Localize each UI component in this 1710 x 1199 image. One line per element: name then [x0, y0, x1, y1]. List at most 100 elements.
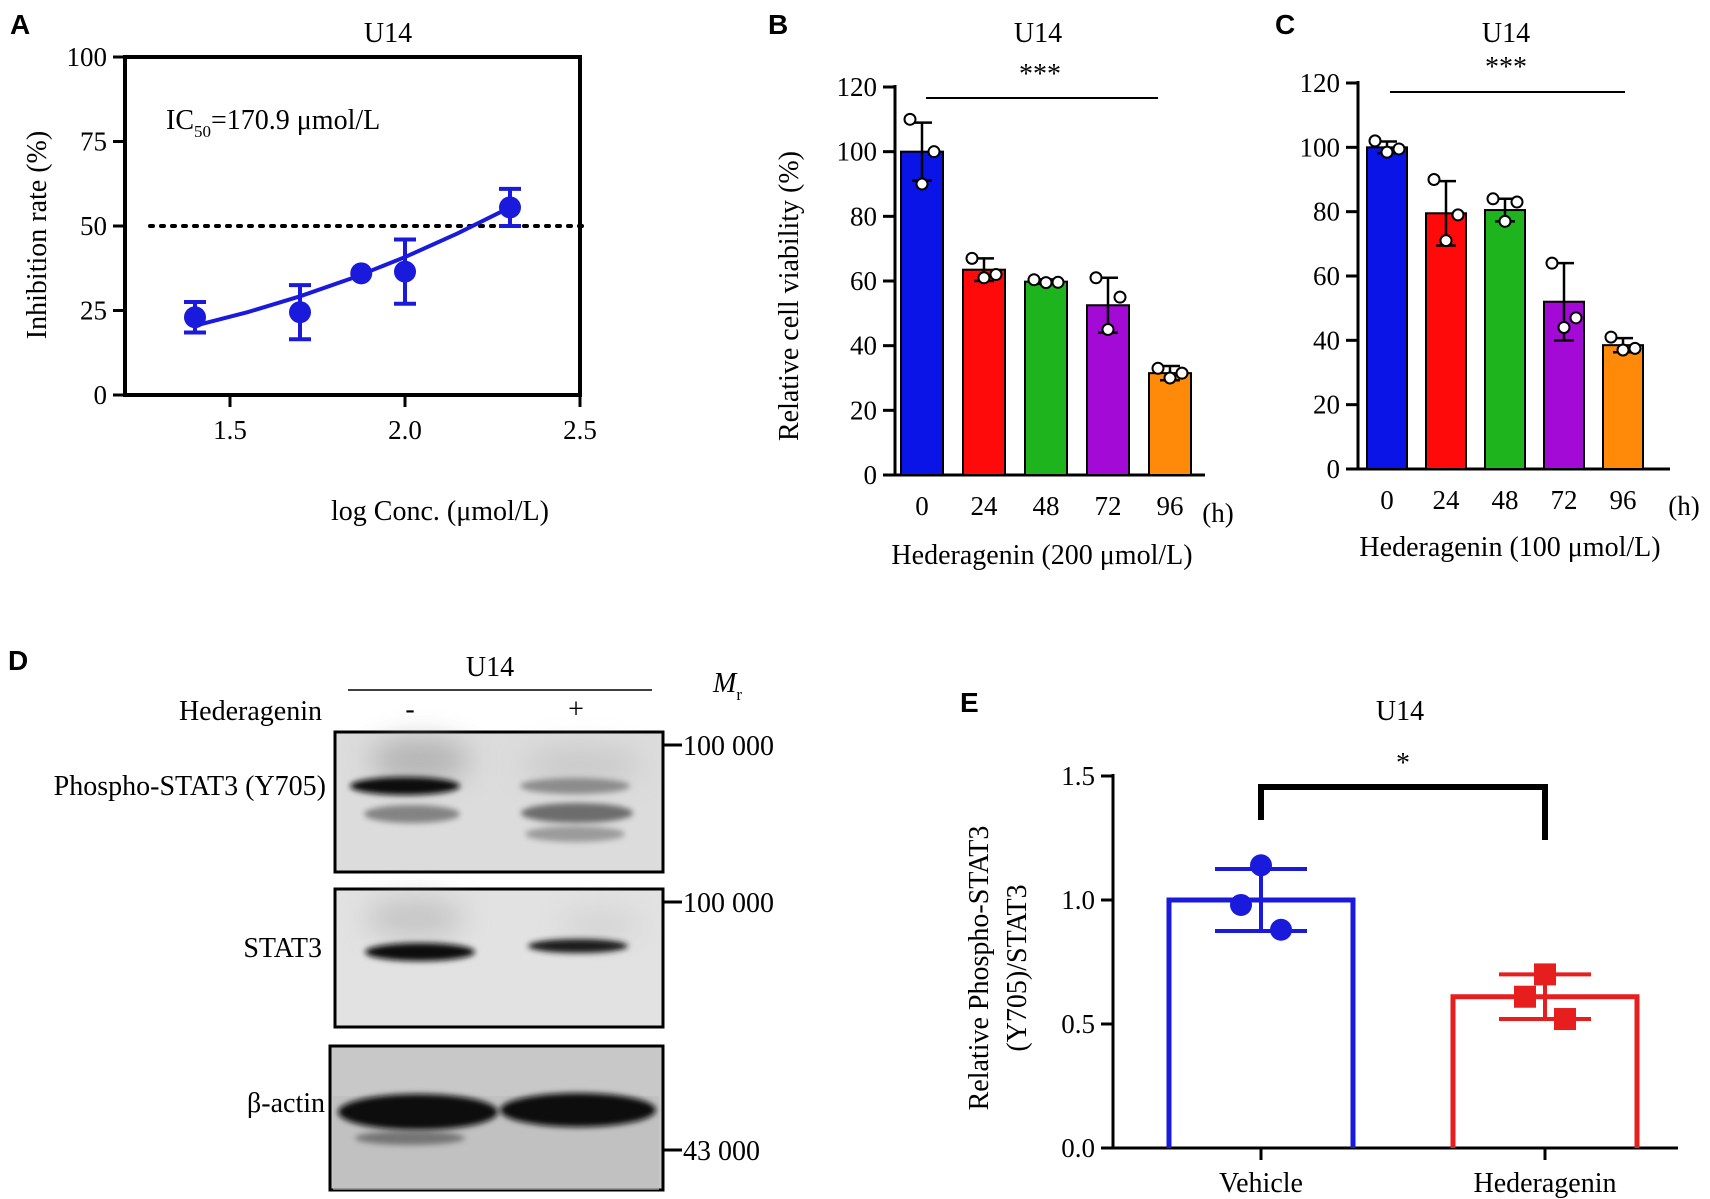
blot-treatment-plus: + — [568, 694, 584, 725]
panel-e-significance-bracket — [1258, 784, 1548, 840]
panel-b-ylabel: Relative cell viability (%) — [774, 151, 805, 441]
panel-b-replicate-point — [915, 177, 929, 191]
panel-c-ytick-label: 100 — [1300, 132, 1341, 162]
panel-b-title: U14 — [1014, 18, 1062, 49]
panel-e-replicate-point — [1230, 893, 1252, 916]
blot-row-label-phospho-stat3: Phospho-STAT3 (Y705) — [54, 771, 326, 802]
panel-b-ytick-label: 100 — [837, 137, 878, 167]
panel-c-bar — [1602, 344, 1644, 470]
panel-b-xtick-label: 96 — [1157, 491, 1184, 521]
panel-c-significance: *** — [1485, 52, 1527, 83]
panel-a-data-point — [289, 301, 311, 324]
panel-c-bar — [1366, 146, 1408, 470]
panel-letter-c: C — [1275, 9, 1295, 40]
panel-b-bar — [962, 268, 1006, 476]
panel-e-ytick-label: 0.5 — [1061, 1009, 1095, 1039]
panel-c-ytick-label: 20 — [1313, 390, 1340, 420]
panel-c-replicate-point — [1628, 341, 1642, 355]
panel-b-replicate-point — [1027, 273, 1041, 287]
panel-c-replicate-point — [1569, 311, 1583, 325]
panel-a-data-point — [184, 306, 206, 329]
panel-e-title: U14 — [1376, 696, 1424, 727]
panel-b-ytick-label: 0 — [864, 460, 878, 490]
panel-a-xtick-label: 2.0 — [388, 415, 422, 445]
panel-e-ytick-label: 1.0 — [1061, 885, 1095, 915]
panel-c-xtick-label: 72 — [1551, 485, 1578, 515]
panel-b-chart: U14 Relative cell viability (%) Hederage… — [774, 18, 1234, 571]
panel-b-xtick-label: 72 — [1095, 491, 1122, 521]
panel-c-replicate-point — [1427, 173, 1441, 186]
panel-c-unit: (h) — [1668, 491, 1699, 521]
panel-b-ytick-label: 80 — [850, 201, 877, 231]
panel-b-xtick-label: 48 — [1033, 491, 1060, 521]
panel-b-replicate-point — [989, 268, 1003, 282]
panel-e-ytick-label: 0.0 — [1061, 1133, 1095, 1163]
panel-b-ytick-label: 20 — [850, 395, 877, 425]
panel-b-replicate-point — [1039, 276, 1053, 290]
panel-b-replicate-point — [903, 112, 917, 126]
panel-e-replicate-point — [1514, 985, 1536, 1008]
panel-b-replicate-point — [1113, 290, 1127, 304]
panel-c-xtick-label: 96 — [1610, 485, 1637, 515]
panel-c-replicate-point — [1616, 343, 1630, 357]
blot-membrane-beta-actin — [328, 1044, 665, 1192]
panel-a-ytick-label: 100 — [67, 42, 108, 72]
panel-c-ytick-label: 40 — [1313, 325, 1340, 355]
panel-e-replicate-point — [1270, 918, 1292, 941]
panel-b-replicate-point — [1101, 323, 1115, 336]
blot-marker-1: 100 000 — [683, 731, 774, 762]
panel-c-replicate-point — [1451, 208, 1465, 222]
panel-c-xtick-label: 0 — [1380, 485, 1394, 515]
panel-a-annotation: IC50=170.9 μmol/L — [166, 105, 380, 141]
panel-c-replicate-point — [1498, 214, 1512, 228]
panel-e-xtick-label: Hederagenin — [1473, 1168, 1616, 1199]
panel-a-ytick-label: 25 — [80, 296, 107, 326]
panel-letter-d: D — [8, 645, 28, 676]
panel-b-replicate-point — [977, 271, 991, 285]
panel-e-replicate-point — [1534, 963, 1556, 986]
panel-c-replicate-point — [1392, 142, 1406, 156]
panel-e-bar — [1166, 897, 1356, 1148]
panel-e-replicate-point — [1554, 1008, 1576, 1031]
panel-c-replicate-point — [1604, 330, 1618, 344]
panel-c-replicate-point — [1486, 192, 1500, 206]
panel-b-replicate-point — [927, 145, 941, 159]
blot-treatment-minus: - — [405, 694, 414, 725]
panel-b-xlabel: Hederagenin (200 μmol/L) — [891, 540, 1192, 571]
panel-b-replicate-point — [1151, 361, 1165, 375]
panel-b-xtick-label: 0 — [915, 491, 929, 521]
panel-letter-a: A — [10, 9, 30, 40]
panel-a-ytick-label: 75 — [80, 127, 107, 157]
panel-d-western-blot: U14 Mr Hederagenin - + Phospho-STAT3 (Y7… — [54, 652, 774, 1192]
panel-e-replicate-point — [1250, 854, 1272, 877]
panel-e-significance: * — [1396, 748, 1410, 779]
panel-c-title: U14 — [1482, 18, 1530, 49]
panel-a-xtick-label: 2.5 — [563, 415, 597, 445]
panel-c-replicate-point — [1510, 195, 1524, 209]
panel-b-bar — [1148, 372, 1192, 476]
panel-e-ylabel-line2: (Y705)/STAT3 — [1002, 884, 1033, 1051]
panel-c-ytick-label: 80 — [1313, 197, 1340, 227]
panel-b-replicate-point — [1089, 271, 1103, 285]
panel-c-bar — [1425, 212, 1467, 470]
panel-c-replicate-point — [1545, 256, 1559, 270]
blot-marker-2: 100 000 — [683, 888, 774, 919]
panel-a-ylabel: Inhibition rate (%) — [22, 131, 53, 339]
blot-treatment-label: Hederagenin — [179, 696, 322, 727]
blot-marker-3: 43 000 — [683, 1136, 760, 1167]
panel-a-data-point — [350, 262, 373, 285]
panel-letter-b: B — [768, 9, 788, 40]
panel-a-title: U14 — [364, 18, 412, 49]
panel-b-replicate-point — [1163, 371, 1177, 385]
panel-c-replicate-point — [1557, 320, 1571, 334]
panel-b-replicate-point — [1175, 366, 1189, 380]
panel-b-ytick-label: 60 — [850, 266, 877, 296]
panel-b-bar — [1024, 280, 1068, 476]
blot-membrane-stat3 — [333, 887, 665, 1029]
panel-c-replicate-point — [1439, 234, 1453, 248]
panel-b-ytick-label: 120 — [837, 72, 878, 102]
panel-b-bar — [900, 150, 944, 477]
blot-row-label-stat3: STAT3 — [243, 933, 322, 964]
panel-c-xtick-label: 24 — [1433, 485, 1461, 515]
